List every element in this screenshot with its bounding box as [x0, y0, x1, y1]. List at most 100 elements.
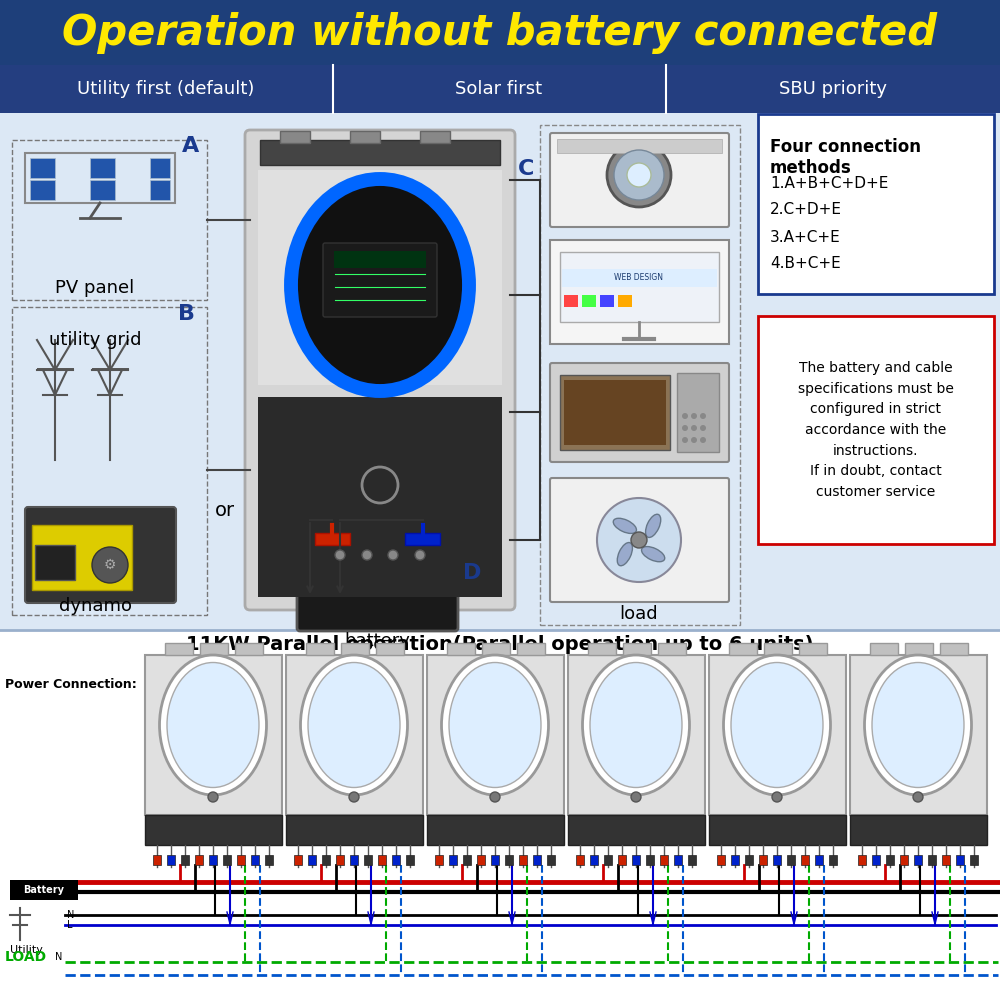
Bar	[759, 855, 767, 865]
FancyBboxPatch shape	[850, 655, 987, 815]
FancyBboxPatch shape	[517, 643, 545, 655]
FancyBboxPatch shape	[729, 643, 757, 655]
FancyBboxPatch shape	[758, 316, 994, 544]
Bar	[237, 855, 245, 865]
FancyBboxPatch shape	[323, 243, 437, 317]
Bar	[258, 170, 502, 385]
Ellipse shape	[167, 662, 259, 788]
Bar	[564, 295, 578, 307]
FancyBboxPatch shape	[588, 643, 616, 655]
Ellipse shape	[613, 518, 636, 533]
FancyBboxPatch shape	[235, 643, 263, 655]
Circle shape	[691, 425, 697, 431]
Bar	[145, 815, 282, 845]
Bar	[745, 855, 753, 865]
Text: 2.C+D+E: 2.C+D+E	[770, 202, 842, 218]
Text: E: E	[550, 134, 565, 154]
Circle shape	[772, 792, 782, 802]
Text: Operation without battery connected: Operation without battery connected	[62, 11, 938, 53]
Bar	[150, 158, 170, 178]
Text: ⚙: ⚙	[104, 558, 116, 572]
FancyBboxPatch shape	[568, 655, 705, 815]
Circle shape	[631, 532, 647, 548]
FancyBboxPatch shape	[376, 643, 404, 655]
FancyBboxPatch shape	[145, 655, 282, 815]
Text: The battery and cable
specifications must be
configured in strict
accordance wit: The battery and cable specifications mus…	[798, 361, 954, 499]
Text: N: N	[67, 910, 74, 920]
Bar	[872, 855, 880, 865]
Bar	[886, 855, 894, 865]
Bar	[315, 533, 350, 545]
Ellipse shape	[864, 655, 972, 795]
Circle shape	[92, 547, 128, 583]
Bar	[435, 855, 443, 865]
Text: 4.B+C+E: 4.B+C+E	[770, 256, 841, 271]
Bar	[632, 855, 640, 865]
FancyBboxPatch shape	[550, 240, 729, 344]
Ellipse shape	[288, 175, 473, 395]
Text: L: L	[67, 920, 72, 930]
Bar	[0, 630, 1000, 1000]
Text: LOAD: LOAD	[5, 950, 47, 964]
Bar	[378, 855, 386, 865]
FancyBboxPatch shape	[334, 251, 426, 268]
Ellipse shape	[617, 543, 632, 566]
Bar	[582, 295, 596, 307]
Bar	[392, 855, 400, 865]
Bar	[568, 815, 705, 845]
Text: 3.A+C+E: 3.A+C+E	[770, 230, 841, 244]
Ellipse shape	[308, 662, 400, 788]
FancyBboxPatch shape	[905, 643, 933, 655]
Circle shape	[682, 425, 688, 431]
Text: N: N	[55, 952, 62, 962]
Bar	[209, 855, 217, 865]
Bar	[0, 0, 1000, 630]
FancyBboxPatch shape	[447, 643, 475, 655]
FancyBboxPatch shape	[550, 133, 729, 227]
FancyBboxPatch shape	[245, 130, 515, 610]
Bar	[280, 131, 310, 143]
Bar	[5, 907, 60, 942]
Bar	[801, 855, 809, 865]
Bar	[260, 140, 500, 165]
FancyBboxPatch shape	[758, 114, 994, 294]
FancyBboxPatch shape	[165, 643, 193, 655]
Bar	[463, 855, 471, 865]
FancyBboxPatch shape	[12, 307, 207, 615]
Ellipse shape	[642, 547, 665, 562]
Bar	[956, 855, 964, 865]
Bar	[731, 855, 739, 865]
Ellipse shape	[582, 655, 690, 795]
Bar	[153, 855, 161, 865]
Bar	[604, 855, 612, 865]
Bar	[491, 855, 499, 865]
Bar	[970, 855, 978, 865]
FancyBboxPatch shape	[286, 655, 423, 815]
Text: utility grid: utility grid	[49, 331, 141, 349]
Bar	[858, 855, 866, 865]
Bar	[557, 139, 722, 153]
Bar	[900, 855, 908, 865]
Text: SBU priority: SBU priority	[779, 80, 887, 98]
Bar	[850, 815, 987, 845]
Bar	[646, 855, 654, 865]
Text: dynamo: dynamo	[58, 597, 132, 615]
Bar	[294, 855, 302, 865]
Circle shape	[691, 413, 697, 419]
Text: Four connection
methods: Four connection methods	[770, 138, 921, 177]
Bar	[181, 855, 189, 865]
Bar	[90, 158, 115, 178]
Bar	[420, 131, 450, 143]
Text: PV panel: PV panel	[55, 279, 135, 297]
Bar	[560, 375, 670, 450]
FancyBboxPatch shape	[940, 643, 968, 655]
Text: or: or	[215, 500, 235, 520]
Bar	[787, 855, 795, 865]
Bar	[35, 545, 75, 580]
FancyBboxPatch shape	[12, 140, 207, 300]
Circle shape	[700, 437, 706, 443]
Text: B: B	[178, 304, 195, 324]
Bar	[564, 380, 666, 445]
Bar	[562, 269, 717, 287]
Bar	[717, 855, 725, 865]
